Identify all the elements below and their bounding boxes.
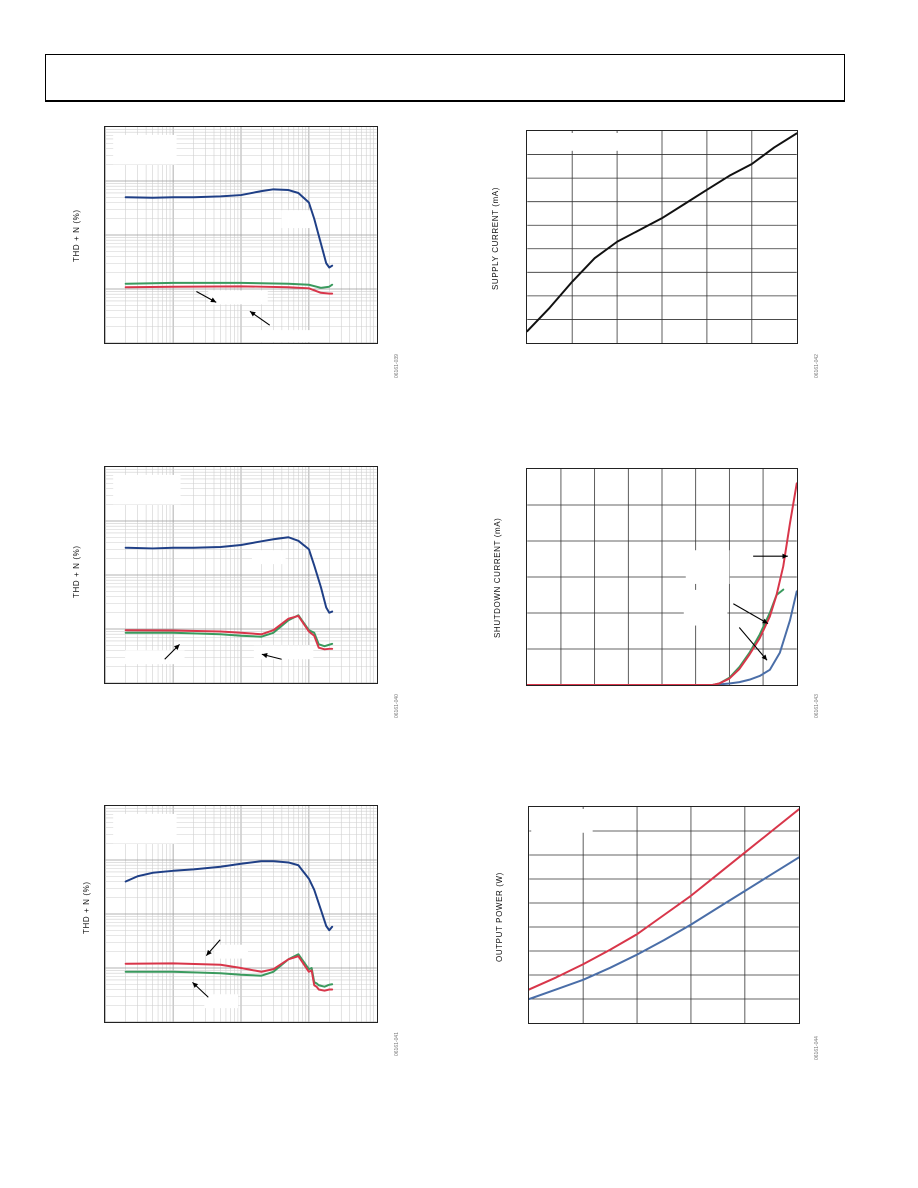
y-axis-label: SUPPLY CURRENT (mA) <box>491 187 500 290</box>
figure-code: 06161-040 <box>394 694 400 718</box>
plot-area-thd-1 <box>104 126 378 344</box>
arrow-head <box>206 949 212 956</box>
grid <box>105 806 377 1022</box>
label-area <box>253 330 314 343</box>
chart-thd-2 <box>105 467 377 683</box>
series-line-green <box>124 953 334 988</box>
plot-area-shutdown-current <box>526 468 798 686</box>
series-line-black <box>527 132 797 333</box>
label-area <box>208 290 268 305</box>
y-axis-label: SHUTDOWN CURRENT (mA) <box>493 517 502 638</box>
label-area <box>685 550 730 584</box>
series-line-steel <box>527 590 797 685</box>
grid <box>529 807 799 1023</box>
pointer-arrow <box>753 553 788 559</box>
series-line-steel <box>529 856 799 1001</box>
arrow-head <box>782 553 788 559</box>
arrow-head <box>249 311 256 317</box>
label-area <box>253 645 314 660</box>
figure-code: 06161-042 <box>814 354 820 378</box>
arrow-head <box>173 644 180 650</box>
pointer-arrow <box>205 939 221 956</box>
arrow-head <box>762 618 769 624</box>
series-line-red <box>124 955 334 992</box>
pointer-arrow <box>196 290 217 303</box>
series-line-blue <box>124 860 334 932</box>
label-area <box>204 994 239 1009</box>
pointer-arrow <box>192 981 209 998</box>
label-area <box>529 132 619 151</box>
y-axis-label: THD + N (%) <box>72 545 81 598</box>
label-area <box>125 650 185 665</box>
label-area <box>683 589 728 626</box>
y-axis-label: OUTPUT POWER (W) <box>495 872 504 962</box>
label-area <box>531 808 593 833</box>
grid <box>527 469 797 685</box>
series-line-green <box>527 588 785 685</box>
arrow-head <box>761 654 768 661</box>
chart-shutdown-current <box>527 469 797 685</box>
arrow-head <box>261 653 268 659</box>
series-line-red <box>124 285 334 295</box>
arrow-shaft <box>733 603 769 625</box>
plot-area-thd-3 <box>104 805 378 1023</box>
chart-output-power <box>529 807 799 1023</box>
arrow-head <box>192 982 199 988</box>
arrow-head <box>210 297 217 303</box>
chart-thd-1 <box>105 127 377 343</box>
series-line-blue <box>124 188 334 269</box>
label-area <box>251 550 286 565</box>
chart-supply-current <box>527 131 797 343</box>
pointer-arrow <box>249 310 271 326</box>
plot-area-thd-2 <box>104 466 378 684</box>
y-axis-label: THD + N (%) <box>72 209 81 262</box>
label-area <box>281 210 314 229</box>
arrow-shaft <box>738 627 768 661</box>
label-area <box>214 944 248 959</box>
series-line-red <box>124 614 334 651</box>
y-axis-label: THD + N (%) <box>82 881 91 934</box>
series-line-green <box>124 281 334 289</box>
series-line-blue <box>124 536 334 614</box>
label-area <box>113 134 177 165</box>
plot-area-output-power <box>528 806 800 1024</box>
pointer-arrow <box>733 603 769 625</box>
figure-code: 06161-043 <box>814 694 820 718</box>
pointer-arrow <box>261 653 282 660</box>
page-header-box <box>45 54 845 102</box>
label-area <box>113 474 181 505</box>
pointer-arrow <box>738 627 768 661</box>
figure-code: 06161-039 <box>394 354 400 378</box>
pointer-arrow <box>164 643 180 660</box>
chart-thd-3 <box>105 806 377 1022</box>
figure-code: 06161-041 <box>394 1032 400 1056</box>
label-area <box>113 813 177 844</box>
series-line-red <box>529 808 799 991</box>
grid <box>527 131 797 343</box>
plot-area-supply-current <box>526 130 798 344</box>
figure-code: 06161-044 <box>814 1036 820 1060</box>
